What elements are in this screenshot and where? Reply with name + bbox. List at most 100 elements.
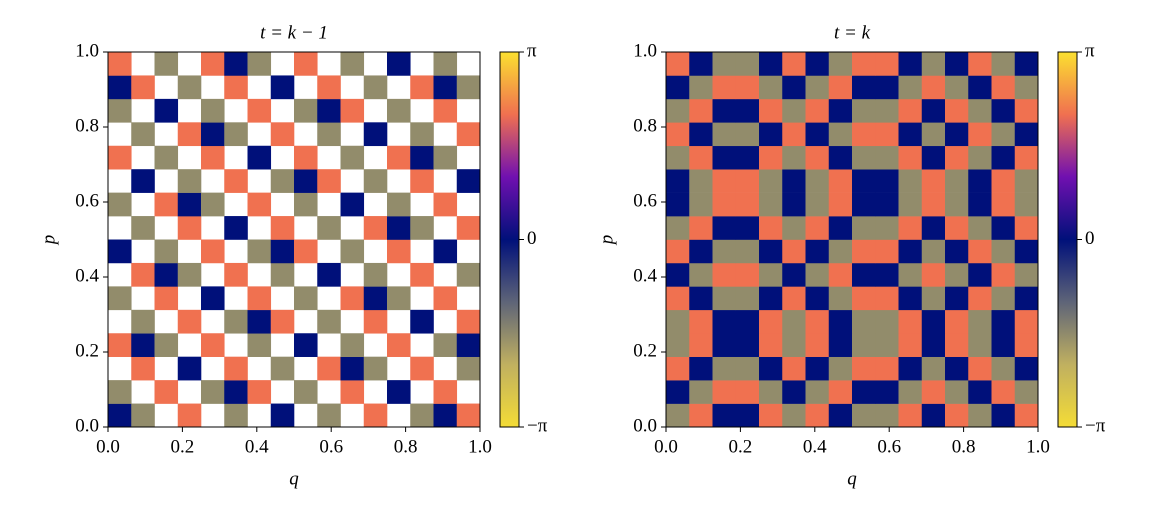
heatmap-cell bbox=[712, 216, 737, 240]
heatmap-cell bbox=[921, 333, 946, 357]
heatmap-cell bbox=[828, 239, 853, 264]
heatmap-cell bbox=[224, 262, 248, 287]
heatmap-cell bbox=[921, 309, 946, 334]
heatmap-cell bbox=[945, 169, 969, 193]
heatmap-cell bbox=[828, 333, 853, 357]
x-tick-label: 0.4 bbox=[245, 436, 269, 457]
heatmap-cell bbox=[875, 286, 899, 311]
heatmap-cell bbox=[852, 333, 876, 357]
heatmap-cell bbox=[294, 286, 318, 311]
heatmap-cell bbox=[689, 145, 713, 170]
heatmap-cell bbox=[921, 52, 946, 76]
heatmap-cell bbox=[805, 192, 830, 217]
heatmap-cell bbox=[410, 216, 434, 240]
heatmap-cell bbox=[410, 122, 434, 147]
heatmap-cell bbox=[805, 309, 830, 334]
x-tick-label: 0.6 bbox=[877, 436, 901, 457]
heatmap-cell bbox=[921, 145, 946, 170]
heatmap-cell bbox=[177, 356, 202, 381]
heatmap-cell bbox=[666, 356, 690, 381]
heatmap-cell bbox=[735, 98, 760, 123]
heatmap-cell bbox=[828, 75, 853, 100]
heatmap-cell bbox=[340, 192, 365, 217]
heatmap-cell bbox=[340, 239, 365, 264]
heatmap-cell bbox=[759, 309, 783, 334]
heatmap-cell bbox=[852, 216, 876, 240]
heatmap-cell bbox=[828, 52, 853, 76]
heatmap-cell bbox=[712, 98, 737, 123]
heatmap-cell bbox=[759, 356, 783, 381]
heatmap-cell bbox=[1014, 192, 1039, 217]
colorbar-tick-label: −π bbox=[1085, 415, 1106, 436]
heatmap-cell bbox=[898, 403, 923, 428]
heatmap-cell bbox=[735, 122, 760, 147]
heatmap-cell bbox=[828, 380, 853, 404]
y-tick-label: 0.6 bbox=[633, 190, 657, 211]
x-tick-label: 0.8 bbox=[394, 436, 418, 457]
heatmap-cell bbox=[805, 216, 830, 240]
heatmap-cell bbox=[433, 380, 458, 404]
chart-title: t = k − 1 bbox=[260, 22, 328, 43]
heatmap-cell bbox=[108, 333, 132, 357]
heatmap-cell bbox=[433, 75, 458, 100]
heatmap-cell bbox=[735, 333, 760, 357]
heatmap-cell bbox=[759, 333, 783, 357]
heatmap-cell bbox=[201, 98, 225, 123]
heatmap-cell bbox=[759, 52, 783, 76]
heatmap-cell bbox=[270, 239, 295, 264]
heatmap-cell bbox=[270, 309, 295, 334]
heatmap-cell bbox=[875, 239, 899, 264]
heatmap-cell bbox=[201, 122, 225, 147]
heatmap-cell bbox=[991, 239, 1016, 264]
heatmap-cell bbox=[410, 169, 434, 193]
heatmap-cell bbox=[735, 52, 760, 76]
heatmap-cell bbox=[666, 286, 690, 311]
heatmap-cell bbox=[363, 262, 388, 287]
heatmap-cell bbox=[340, 286, 365, 311]
heatmap-cell bbox=[247, 286, 272, 311]
heatmap-cell bbox=[387, 192, 411, 217]
heatmap-cell bbox=[991, 333, 1016, 357]
heatmap-cell bbox=[666, 216, 690, 240]
heatmap-cell bbox=[154, 145, 179, 170]
heatmap-cell bbox=[131, 169, 155, 193]
heatmap-cell bbox=[968, 403, 992, 428]
heatmap-cell bbox=[363, 286, 388, 311]
heatmap-cell bbox=[921, 122, 946, 147]
heatmap-cell bbox=[968, 356, 992, 381]
heatmap-cell bbox=[712, 122, 737, 147]
heatmap-cell bbox=[945, 122, 969, 147]
heatmap-cell bbox=[759, 98, 783, 123]
heatmap-cell bbox=[270, 122, 295, 147]
heatmap-cell bbox=[201, 192, 225, 217]
heatmap-cell bbox=[828, 356, 853, 381]
heatmap-cell bbox=[666, 333, 690, 357]
y-tick-label: 0.6 bbox=[75, 190, 99, 211]
heatmap-cell bbox=[945, 216, 969, 240]
heatmap-cell bbox=[759, 239, 783, 264]
heatmap-cell bbox=[201, 333, 225, 357]
heatmap-cell bbox=[689, 286, 713, 311]
heatmap-cell bbox=[340, 52, 365, 76]
x-axis-label: q bbox=[289, 468, 299, 489]
heatmap-cell bbox=[875, 309, 899, 334]
heatmap-cell bbox=[177, 262, 202, 287]
heatmap-cell bbox=[898, 262, 923, 287]
heatmap-cell bbox=[1014, 98, 1039, 123]
y-tick-label: 0.0 bbox=[75, 415, 99, 436]
heatmap-cell bbox=[712, 333, 737, 357]
heatmap-cell bbox=[828, 145, 853, 170]
heatmap-cell bbox=[968, 192, 992, 217]
heatmap-cell bbox=[456, 75, 481, 100]
heatmap-cell bbox=[201, 380, 225, 404]
heatmap-cell bbox=[852, 403, 876, 428]
heatmap-cell bbox=[387, 52, 411, 76]
heatmap-cell bbox=[898, 309, 923, 334]
heatmap-cell bbox=[177, 75, 202, 100]
heatmap-cell bbox=[689, 333, 713, 357]
heatmap-cell bbox=[1014, 122, 1039, 147]
heatmap-cell bbox=[666, 52, 690, 76]
y-axis-label: p bbox=[38, 235, 59, 247]
y-tick-label: 0.8 bbox=[633, 115, 657, 136]
